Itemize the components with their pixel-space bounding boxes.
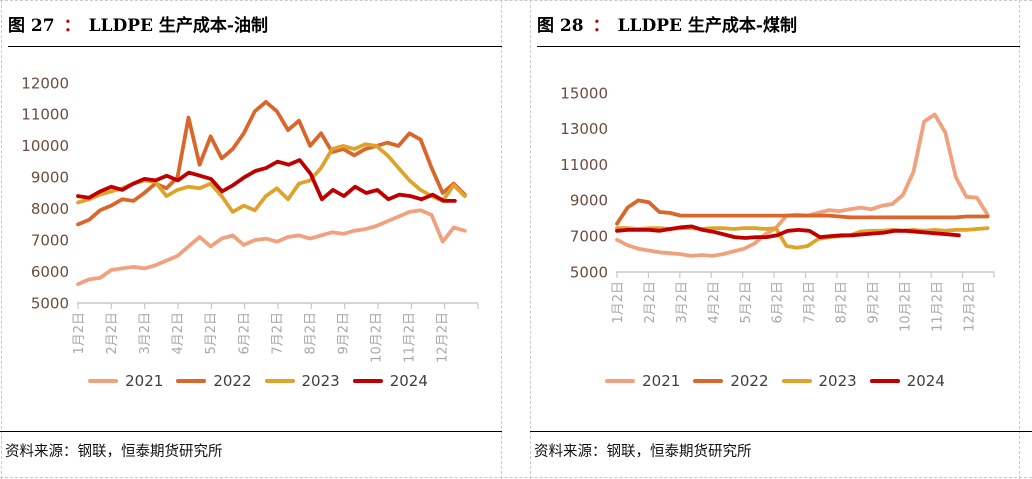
y-tick-label: 15000 [560,84,608,102]
x-tick-label: 1月2日 [72,312,87,355]
y-tick-label: 9000 [570,192,608,210]
figure-27-plot: 5000 6000 7000 8000 9000 10000 11000 12000 1月2日 2… [21,74,479,363]
legend-swatch [605,378,636,384]
y-tick-label: 6000 [31,263,69,281]
x-tick-label: 6月2日 [237,312,252,355]
source-separator [530,431,1032,432]
table-border-left [1,0,2,479]
x-tick-label: 9月2日 [867,281,882,324]
legend-label: 2023 [301,372,340,390]
legend-item-2021: 2021 [605,372,680,390]
x-tick-label: 5月2日 [739,281,754,324]
y-tick-label: 11000 [21,106,69,124]
y-tick-label: 8000 [31,200,69,218]
x-tick-label: 12月2日 [962,281,977,332]
x-tick-label: 10月2日 [899,281,914,332]
x-tick-label: 2月2日 [105,312,120,355]
series-line-2024 [615,224,961,240]
source-separator [0,431,502,432]
x-tick-label: 3月2日 [138,312,153,355]
x-tick-label: 8月2日 [303,312,318,355]
series-line-2023 [76,142,467,214]
legend-swatch [176,378,207,384]
legend-item-2022: 2022 [176,372,252,390]
legend-label: 2021 [642,372,681,390]
legend-swatch [693,378,724,384]
figure-number: 图 28 [537,16,584,36]
figure-title-text: LLDPE 生产成本-煤制 [617,16,797,36]
figure-28-chart: 5000 7000 9000 11000 13000 15000 1月2日 2月2日 3月2日 4… [524,58,1024,382]
figure-number: 图 27 [8,16,55,36]
x-tick-label: 4月2日 [171,312,186,355]
table-border-center-right [530,0,531,479]
legend-item-2022: 2022 [693,372,769,390]
legend-label: 2023 [818,372,857,390]
source-note: 资料来源：钢联，恒泰期货研究所 [534,444,752,460]
x-tick-label: 11月2日 [930,281,945,332]
figure-27-legend: 2021 2022 2023 2024 [12,372,504,390]
legend-swatch [352,378,383,384]
figure-27-title: 图 27 ： LLDPE 生产成本-油制 [8,11,268,36]
legend-label: 2022 [730,372,769,390]
x-tick-label: 12月2日 [436,312,451,363]
legend-item-2023: 2023 [781,372,857,390]
y-tick-label: 5000 [31,294,69,312]
table-border-top [0,0,1032,1]
table-border-right [1019,0,1020,479]
y-tick-label: 12000 [21,74,69,92]
x-tick-label: 4月2日 [707,281,722,324]
figure-28-legend: 2021 2022 2023 2024 [530,372,1020,390]
legend-item-2024: 2024 [869,372,945,390]
series-line-2024 [76,158,457,203]
title-underline [537,46,1020,47]
source-note: 资料来源：钢联，恒泰期货研究所 [5,444,223,460]
figure-28-plot: 5000 7000 9000 11000 13000 15000 1月2日 2月2日 3月2日 4… [560,84,995,332]
y-tick-label: 9000 [31,169,69,187]
legend-swatch [88,378,119,384]
figure-colon: ： [63,16,81,36]
x-tick-label: 5月2日 [204,312,219,355]
x-tick-label: 10月2日 [370,312,385,363]
figure-27-panel: 图 27 ： LLDPE 生产成本-油制 5000 6000 7000 8000 9000 1… [0,11,504,460]
series-line-2022 [615,198,990,226]
table-border-center-left [501,0,502,479]
legend-label: 2022 [213,372,252,390]
y-tick-label: 13000 [560,120,608,138]
x-tick-label: 7月2日 [803,281,818,324]
figure-27-chart: 5000 6000 7000 8000 9000 10000 11000 12000 1月2日 2… [12,58,504,382]
x-tick-label: 6月2日 [771,281,786,324]
legend-label: 2021 [125,372,164,390]
legend-swatch [781,378,812,384]
legend-item-2023: 2023 [264,372,340,390]
legend-label: 2024 [389,372,428,390]
x-tick-label: 11月2日 [403,312,418,363]
series-line-2021 [76,208,467,287]
series-line-2022 [76,100,467,227]
x-tick-label: 3月2日 [675,281,690,324]
x-tick-label: 7月2日 [270,312,285,355]
y-tick-label: 7000 [570,227,608,245]
figure-28-title: 图 28 ： LLDPE 生产成本-煤制 [537,11,797,36]
x-tick-label: 8月2日 [835,281,850,324]
x-tick-label: 9月2日 [336,312,351,355]
figure-title-text: LLDPE 生产成本-油制 [88,16,268,36]
table-border-bottom [0,477,1032,478]
y-tick-label: 7000 [31,231,69,249]
legend-label: 2024 [906,372,945,390]
y-tick-label: 5000 [570,263,608,281]
title-underline [8,46,502,47]
figure-28-panel: 图 28 ： LLDPE 生产成本-煤制 5000 7000 9000 11000 1300… [516,0,1032,479]
legend-swatch [264,378,295,384]
y-tick-label: 11000 [560,156,608,174]
legend-item-2024: 2024 [352,372,428,390]
x-tick-label: 2月2日 [643,281,658,324]
x-tick-label: 1月2日 [611,281,626,324]
y-tick-label: 10000 [21,137,69,155]
figure-colon: ： [592,16,610,36]
legend-item-2021: 2021 [88,372,163,390]
legend-swatch [869,378,900,384]
